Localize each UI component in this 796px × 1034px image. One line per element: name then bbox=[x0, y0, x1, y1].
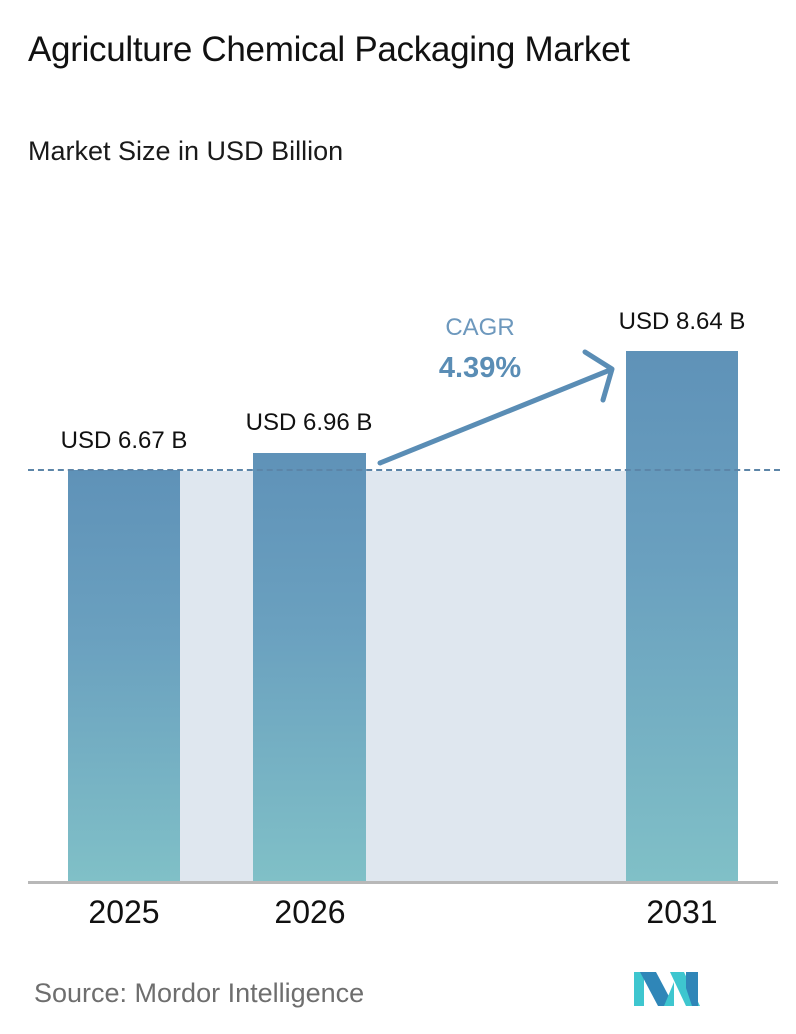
bar-2026 bbox=[253, 453, 366, 882]
mordor-intelligence-logo-icon bbox=[634, 972, 700, 1006]
source-text: Source: Mordor Intelligence bbox=[34, 978, 365, 1008]
x-tick-2026: 2026 bbox=[274, 894, 346, 930]
bar-value-label-2026: USD 6.96 B bbox=[245, 409, 373, 436]
chart-title: Agriculture Chemical Packaging Market bbox=[28, 30, 630, 69]
bar-2031 bbox=[626, 351, 738, 882]
bar-value-label-2031: USD 8.64 B bbox=[618, 308, 746, 335]
bar-2025 bbox=[68, 470, 180, 882]
chart-subtitle: Market Size in USD Billion bbox=[28, 136, 344, 166]
x-axis-baseline bbox=[28, 881, 778, 884]
reference-dashed-line bbox=[28, 469, 780, 471]
cagr-label: CAGR bbox=[445, 314, 515, 341]
bar-value-label-2025: USD 6.67 B bbox=[60, 427, 188, 454]
x-tick-2031: 2031 bbox=[646, 894, 718, 930]
x-tick-2025: 2025 bbox=[88, 894, 160, 930]
cagr-value: 4.39% bbox=[438, 352, 522, 384]
